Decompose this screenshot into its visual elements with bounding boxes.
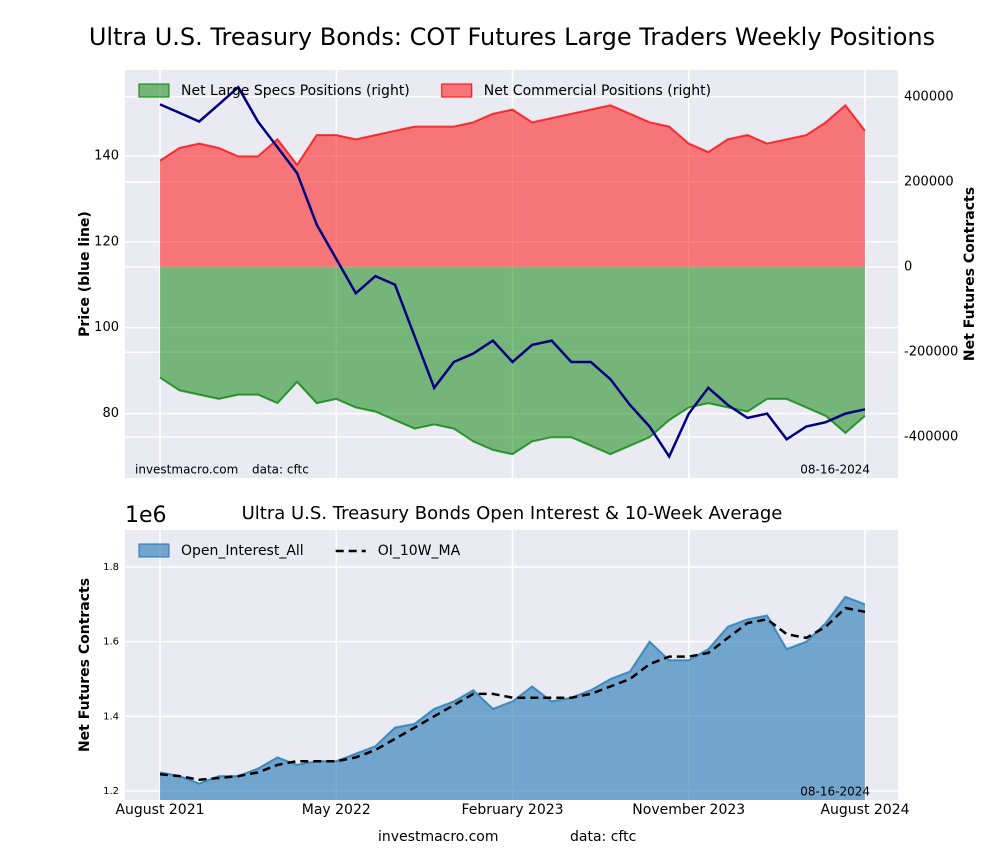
- annotation: 08-16-2024: [800, 463, 870, 477]
- legend-swatch: [138, 83, 170, 98]
- y2-axis-label: Net Futures Contracts: [962, 187, 978, 361]
- area-fill: [160, 596, 865, 800]
- y2-tick-label: 200000: [904, 174, 954, 189]
- y2-tick-label: -400000: [904, 430, 958, 445]
- y-tick-label: 1.8: [103, 562, 119, 573]
- x-tick-label: August 2024: [820, 802, 909, 818]
- y-tick-label: 1.6: [103, 637, 119, 648]
- series-line: [159, 376, 866, 456]
- y2-tick-label: -200000: [904, 345, 958, 360]
- y-tick-label: 1.2: [103, 786, 119, 797]
- y-tick-label: 80: [102, 406, 119, 421]
- x-tick-label: August 2021: [115, 802, 204, 818]
- chart-title: Ultra U.S. Treasury Bonds: COT Futures L…: [89, 23, 935, 51]
- x-tick-label: November 2023: [632, 802, 745, 818]
- legend-label: Net Commercial Positions (right): [484, 83, 711, 99]
- y-axis-label: Price (blue line): [77, 211, 93, 337]
- y-tick-label: 1.4: [103, 711, 119, 722]
- legend-label: OI_10W_MA: [378, 543, 461, 559]
- y-tick-label: 120: [94, 234, 119, 249]
- area-fill: [160, 105, 865, 267]
- x-tick-label: February 2023: [461, 802, 563, 818]
- y-tick-label: 140: [94, 148, 119, 163]
- series-line: [159, 85, 866, 460]
- legend-label: Net Large Specs Positions (right): [181, 83, 410, 99]
- footer-text: investmacro.com: [378, 829, 498, 845]
- y2-tick-label: 400000: [904, 89, 954, 104]
- annotation: 08-16-2024: [800, 785, 870, 799]
- x-tick-label: May 2022: [302, 802, 371, 818]
- annotation: investmacro.com: [135, 463, 238, 477]
- y-axis-label: Net Futures Contracts: [77, 578, 93, 752]
- y-tick-label: 100: [94, 320, 119, 335]
- series-line: [159, 103, 866, 167]
- chart-title: Ultra U.S. Treasury Bonds Open Interest …: [242, 503, 783, 524]
- legend-swatch: [138, 543, 170, 558]
- legend-swatch: [441, 83, 473, 98]
- series-line: [159, 595, 866, 785]
- legend-label: Open_Interest_All: [181, 543, 304, 559]
- annotation: data: cftc: [252, 463, 309, 477]
- footer-text: data: cftc: [570, 829, 636, 845]
- series-line: [159, 606, 866, 782]
- y2-tick-label: 0: [904, 259, 912, 274]
- axis-offset: 1e6: [125, 503, 167, 528]
